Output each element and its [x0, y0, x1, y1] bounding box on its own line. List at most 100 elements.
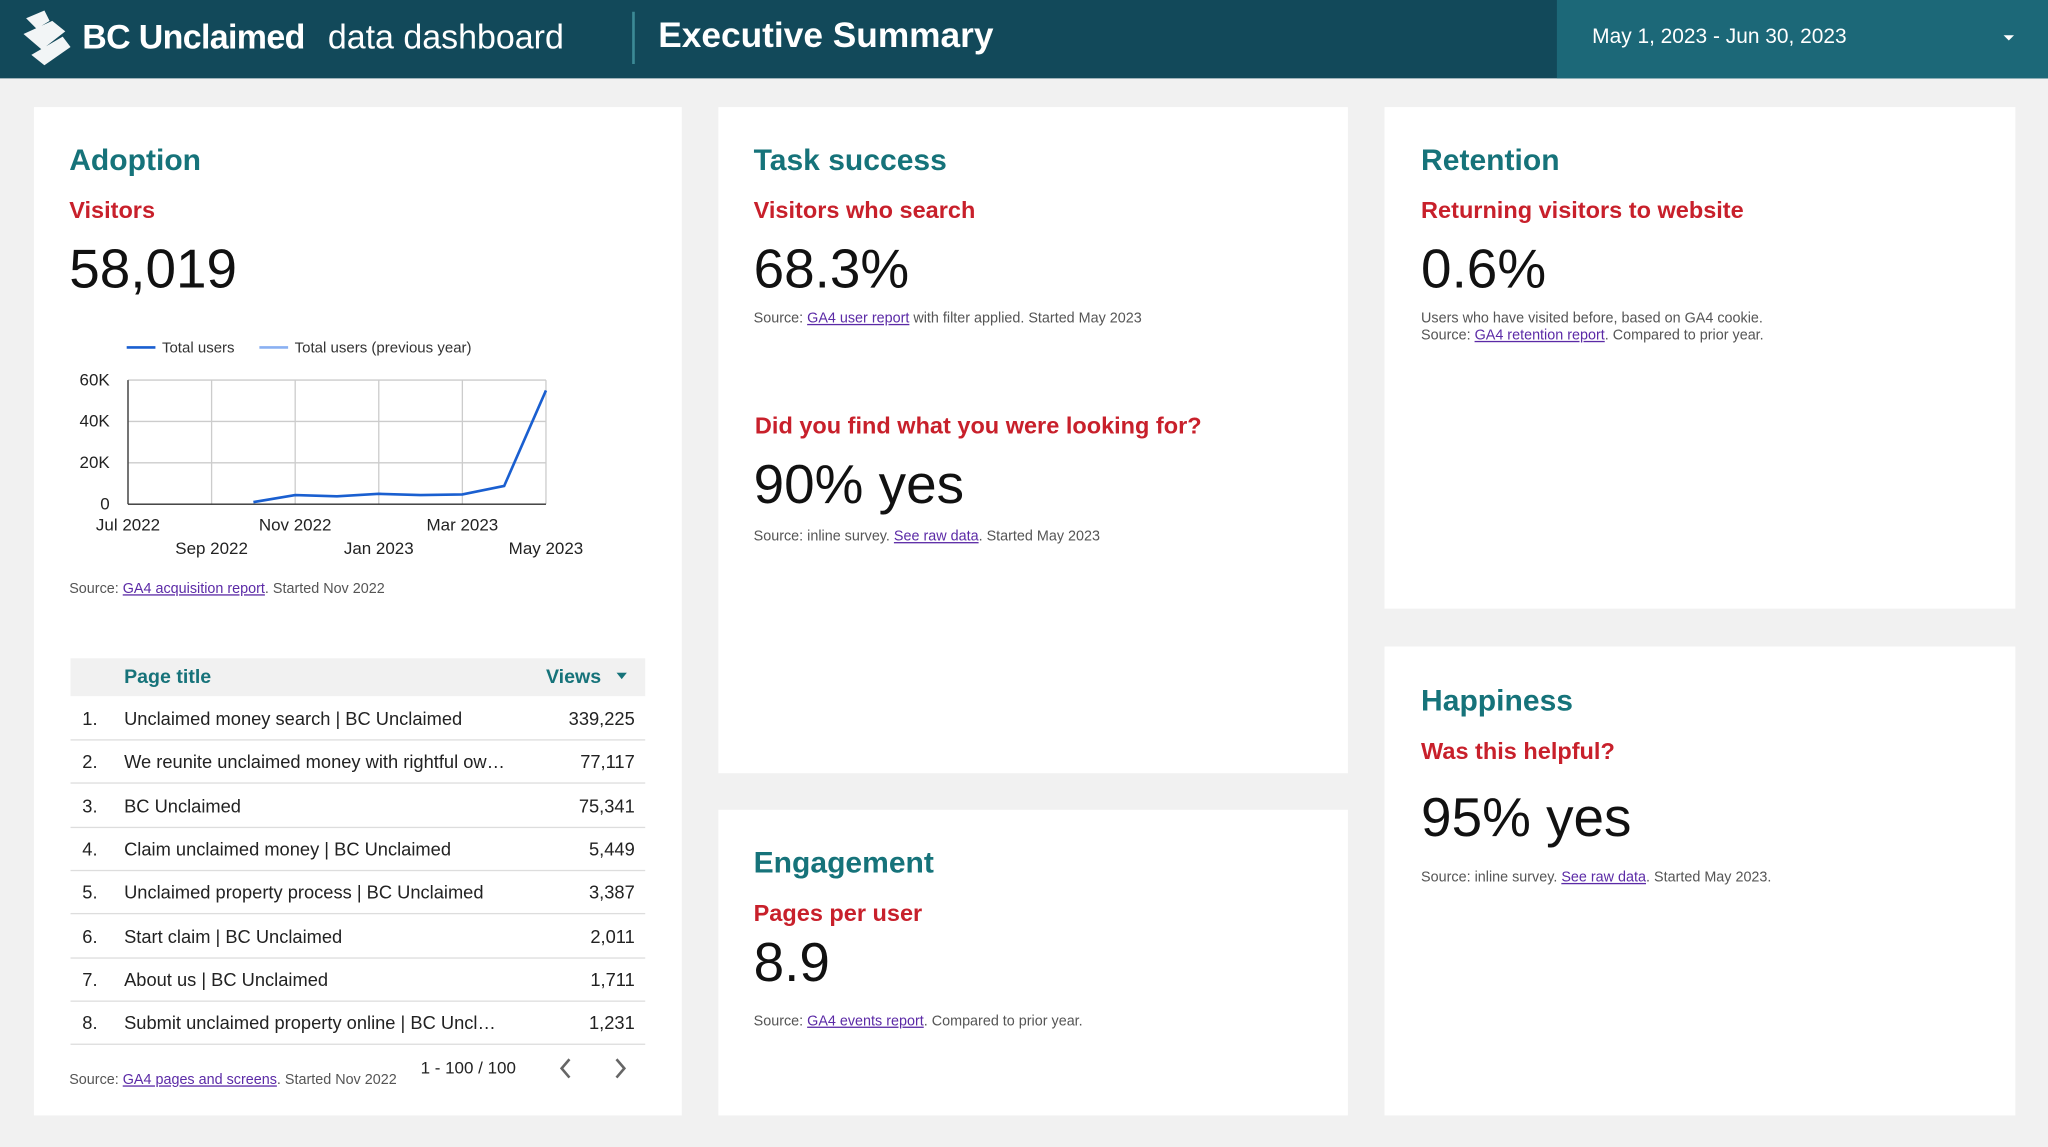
- subtitle: data dashboard: [327, 16, 564, 57]
- metric: Was this helpful?: [1421, 737, 1615, 765]
- logo-icon: [23, 10, 71, 66]
- date-range[interactable]: May 1, 2023 - Jun 30, 2023: [1592, 26, 1847, 49]
- source-text: Source: inline survey.: [1421, 869, 1562, 886]
- views: 2,011: [590, 925, 635, 947]
- y-tick-label: 40K: [80, 412, 111, 431]
- table-row: 1. Unclaimed money search | BC Unclaimed 3…: [70, 696, 646, 741]
- brand: BC Unclaimed: [82, 16, 305, 57]
- note: Users who have visited before, based on …: [1421, 310, 1763, 327]
- pager-buttons[interactable]: [556, 1057, 634, 1081]
- dropdown-arrow[interactable]: [2002, 33, 2015, 43]
- date-picker[interactable]: [1556, 0, 2048, 79]
- page-title: We reunite unclaimed money with rightful…: [124, 751, 505, 773]
- happiness-card: [1384, 646, 2016, 1116]
- x-tick-label: May 2023: [509, 539, 584, 558]
- line: [253, 389, 548, 504]
- column-header[interactable]: Views: [545, 666, 602, 689]
- page-title: Submit unclaimed property online | BC Un…: [124, 1012, 496, 1034]
- y-tick-label: 0: [100, 494, 109, 513]
- task-success-card: [718, 107, 1348, 774]
- views: 3,387: [588, 881, 635, 903]
- adoption-card: [33, 107, 682, 1116]
- source-text: Source:: [753, 310, 808, 327]
- x-tick-label: Jan 2023: [344, 539, 414, 558]
- survey-question: Did you find what you were looking for?: [754, 412, 1202, 439]
- heading: Task success: [753, 142, 947, 177]
- heading: Retention: [1421, 142, 1560, 177]
- source-text: . Compared to prior year.: [1604, 327, 1764, 344]
- source-link[interactable]: GA4 user report: [807, 310, 910, 327]
- table-row: 5. Unclaimed property process | BC Unclai…: [70, 870, 646, 915]
- retention-card: [1384, 107, 2016, 609]
- source-link[interactable]: See raw data: [1561, 869, 1647, 886]
- rank: 2.: [82, 751, 98, 773]
- metric: Returning visitors to website: [1421, 197, 1744, 224]
- rank: 1.: [82, 707, 98, 729]
- rank: 4.: [82, 838, 98, 860]
- rank: 3.: [82, 794, 98, 816]
- table-row: 6. Start claim | BC Unclaimed 2,011: [70, 914, 646, 959]
- y-tick-label: 60K: [80, 370, 111, 389]
- page-title: BC Unclaimed: [124, 794, 241, 816]
- views: 77,117: [580, 751, 635, 773]
- sort-arrow[interactable]: [616, 672, 627, 681]
- views: 75,341: [578, 794, 635, 816]
- divider: [632, 11, 635, 64]
- pagination: 1 - 100 / 100: [420, 1057, 516, 1078]
- source-text: Source:: [69, 1072, 123, 1088]
- rank: 6.: [82, 925, 98, 947]
- views: 5,449: [588, 838, 635, 860]
- survey-value: 90% yes: [753, 453, 965, 515]
- source: Source: inline survey. See raw data. Sta…: [1421, 870, 1771, 886]
- source: Source: GA4 acquisition report. Started …: [69, 581, 384, 597]
- heading: Engagement: [753, 845, 934, 880]
- legend-label: Total users: [162, 340, 235, 357]
- x-tick-label: Mar 2023: [427, 515, 499, 534]
- x-tick-label: Nov 2022: [259, 515, 332, 534]
- rank: 8.: [82, 1012, 98, 1034]
- column-header[interactable]: Page title: [124, 666, 212, 689]
- source-text: Source:: [753, 1013, 808, 1030]
- heading: Adoption: [69, 142, 202, 177]
- value: 0.6%: [1421, 237, 1547, 300]
- source-link[interactable]: GA4 events report: [807, 1013, 924, 1030]
- source-text: . Started Nov 2022: [264, 581, 385, 597]
- heading: Happiness: [1421, 683, 1573, 718]
- source: Source: inline survey. See raw data. Sta…: [754, 529, 1100, 545]
- source-text: . Started May 2023.: [1646, 869, 1772, 886]
- source-text: . Started Nov 2022: [276, 1072, 397, 1088]
- value: 68.3%: [753, 237, 910, 300]
- source: Source: GA4 retention report. Compared t…: [1421, 328, 1764, 344]
- rank: 7.: [82, 968, 98, 990]
- legend-label: Total users (previous year): [295, 340, 472, 357]
- x-tick-label: Jul 2022: [96, 515, 160, 534]
- source-text: with filter applied. Started May 2023: [909, 310, 1142, 327]
- table-header: [70, 658, 646, 697]
- source-link[interactable]: See raw data: [893, 528, 979, 545]
- source-link[interactable]: GA4 pages and screens: [122, 1072, 277, 1088]
- views: 1,711: [590, 968, 635, 990]
- metric: Pages per user: [753, 899, 923, 927]
- source: Source: GA4 user report with filter appl…: [754, 311, 1142, 327]
- page-title: Unclaimed property process | BC Unclaime…: [124, 881, 484, 903]
- source-text: . Compared to prior year.: [923, 1013, 1083, 1030]
- source-link[interactable]: GA4 retention report: [1474, 327, 1605, 344]
- page-title: Claim unclaimed money | BC Unclaimed: [124, 838, 451, 860]
- page-title: Executive Summary: [658, 15, 994, 55]
- x-tick-label: Sep 2022: [175, 539, 248, 558]
- metric: Visitors: [69, 197, 156, 224]
- page-title: Unclaimed money search | BC Unclaimed: [124, 707, 463, 729]
- views: 339,225: [568, 707, 635, 729]
- line-chart: 0 20K 40K 60K Jul 2022 Sep 2022 Nov 2022 Jan 20…: [80, 340, 584, 558]
- page-title: About us | BC Unclaimed: [124, 968, 329, 990]
- engagement-card: [718, 809, 1348, 1116]
- source-text: . Started May 2023: [978, 528, 1100, 545]
- page-title: Start claim | BC Unclaimed: [124, 925, 343, 947]
- value: 95% yes: [1421, 786, 1632, 848]
- source-link[interactable]: GA4 acquisition report: [122, 581, 265, 597]
- table-row: 3. BC Unclaimed 75,341: [70, 783, 646, 828]
- value: 8.9: [753, 931, 830, 993]
- table-row: 4. Claim unclaimed money | BC Unclaimed 5,…: [70, 827, 646, 872]
